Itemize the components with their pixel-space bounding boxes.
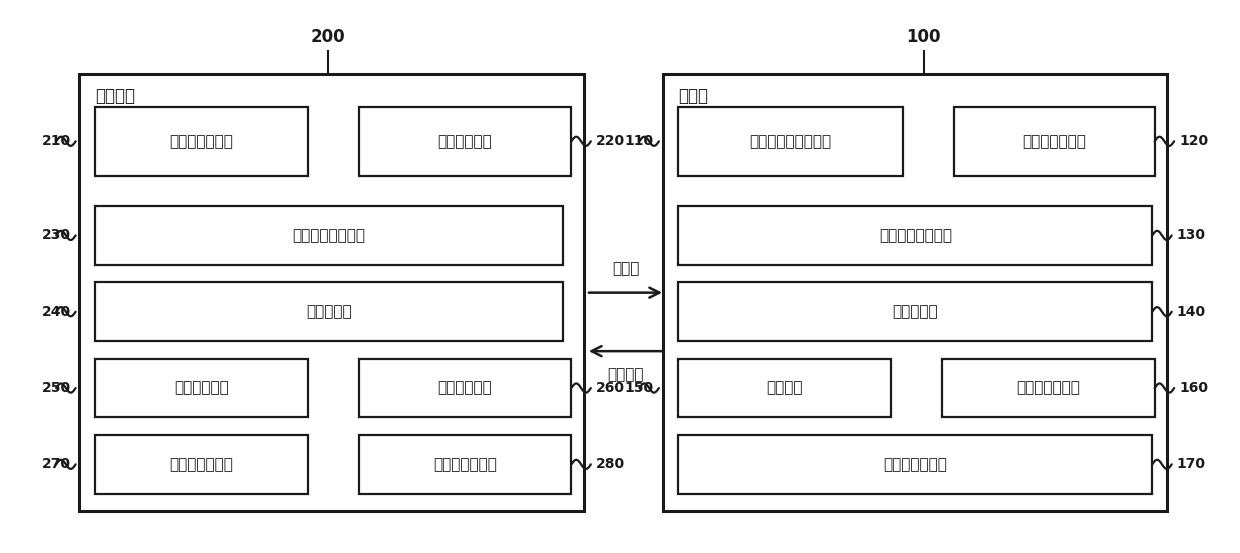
Text: 170: 170 <box>1177 457 1205 471</box>
Bar <box>678 359 892 418</box>
Bar <box>95 107 308 176</box>
Bar <box>662 74 1167 512</box>
Text: 流表管理部: 流表管理部 <box>306 304 352 319</box>
Bar <box>95 206 563 265</box>
Text: 流表管理部: 流表管理部 <box>893 304 939 319</box>
Text: 260: 260 <box>595 381 625 395</box>
Text: 280: 280 <box>595 457 625 471</box>
Bar <box>678 107 903 176</box>
Text: 网络设备互通部: 网络设备互通部 <box>883 457 947 472</box>
Bar <box>942 359 1154 418</box>
Text: 输入端口管理部: 输入端口管理部 <box>170 457 233 472</box>
Text: 210: 210 <box>42 134 71 148</box>
Bar <box>79 74 584 512</box>
Text: 控制信号生成部: 控制信号生成部 <box>1017 380 1080 395</box>
Text: 数据包处理部: 数据包处理部 <box>438 380 492 395</box>
Text: 控制器互通部: 控制器互通部 <box>438 134 492 149</box>
Text: 200: 200 <box>311 28 346 46</box>
Text: 150: 150 <box>625 381 653 395</box>
Bar <box>358 359 572 418</box>
Text: 240: 240 <box>42 305 71 319</box>
Text: 270: 270 <box>42 457 71 471</box>
Bar <box>358 435 572 494</box>
Text: 120: 120 <box>1179 134 1208 148</box>
Bar <box>95 283 563 341</box>
Text: 网络设备: 网络设备 <box>95 87 135 105</box>
Bar <box>678 206 1152 265</box>
Bar <box>95 435 308 494</box>
Text: 计数器信息管理部: 计数器信息管理部 <box>879 228 952 243</box>
Bar <box>678 435 1152 494</box>
Text: 输出端口管理部: 输出端口管理部 <box>433 457 497 472</box>
Text: 流分析部: 流分析部 <box>766 380 804 395</box>
Text: 应用系统互通部: 应用系统互通部 <box>1023 134 1086 149</box>
Text: 110: 110 <box>625 134 653 148</box>
Bar <box>954 107 1154 176</box>
Text: 130: 130 <box>1177 228 1205 242</box>
Text: 140: 140 <box>1177 305 1205 319</box>
Text: 控制信号: 控制信号 <box>608 367 644 383</box>
Bar <box>358 107 572 176</box>
Bar <box>678 283 1152 341</box>
Text: 220: 220 <box>595 134 625 148</box>
Text: 数据包分析部: 数据包分析部 <box>174 380 228 395</box>
Text: 100: 100 <box>906 28 941 46</box>
Text: 160: 160 <box>1179 381 1208 395</box>
Text: 动态控制策略管理部: 动态控制策略管理部 <box>750 134 832 149</box>
Text: 控制信号分析部: 控制信号分析部 <box>170 134 233 149</box>
Bar <box>95 359 308 418</box>
Text: 控制器: 控制器 <box>678 87 708 105</box>
Text: 计数器信息管理部: 计数器信息管理部 <box>293 228 366 243</box>
Text: 250: 250 <box>42 381 71 395</box>
Text: 用户流: 用户流 <box>611 262 639 276</box>
Text: 230: 230 <box>42 228 71 242</box>
